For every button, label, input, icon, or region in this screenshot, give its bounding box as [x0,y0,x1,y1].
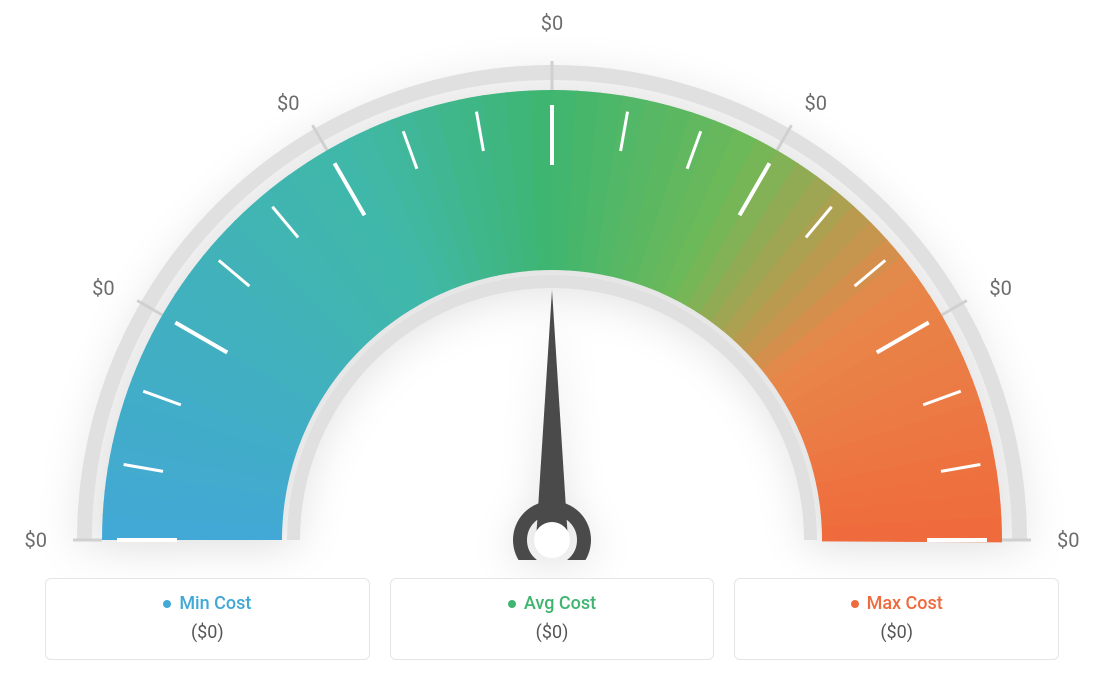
legend-title-min: Min Cost [163,593,251,614]
gauge-axis-label: $0 [805,91,827,115]
legend-card-max: Max Cost ($0) [734,578,1059,661]
legend-dot-max [851,600,859,608]
legend-value-min: ($0) [66,622,349,643]
legend-value-max: ($0) [755,622,1038,643]
gauge-axis-label: $0 [277,91,299,115]
legend-card-avg: Avg Cost ($0) [390,578,715,661]
gauge-svg [42,40,1062,560]
legend-row: Min Cost ($0) Avg Cost ($0) Max Cost ($0… [45,578,1059,661]
gauge-axis-label: $0 [92,276,114,300]
gauge-axis-label: $0 [989,276,1011,300]
gauge-axis-label: $0 [1057,528,1079,552]
legend-value-avg: ($0) [411,622,694,643]
legend-title-avg: Avg Cost [508,593,596,614]
legend-label-min: Min Cost [179,593,251,614]
legend-title-max: Max Cost [851,593,943,614]
legend-label-avg: Avg Cost [524,593,596,614]
gauge-chart: $0$0$0$0$0$0$0 [42,40,1062,560]
legend-label-max: Max Cost [867,593,943,614]
legend-dot-min [163,600,171,608]
gauge-axis-label: $0 [25,528,47,552]
legend-card-min: Min Cost ($0) [45,578,370,661]
gauge-axis-label: $0 [541,11,563,35]
legend-dot-avg [508,600,516,608]
